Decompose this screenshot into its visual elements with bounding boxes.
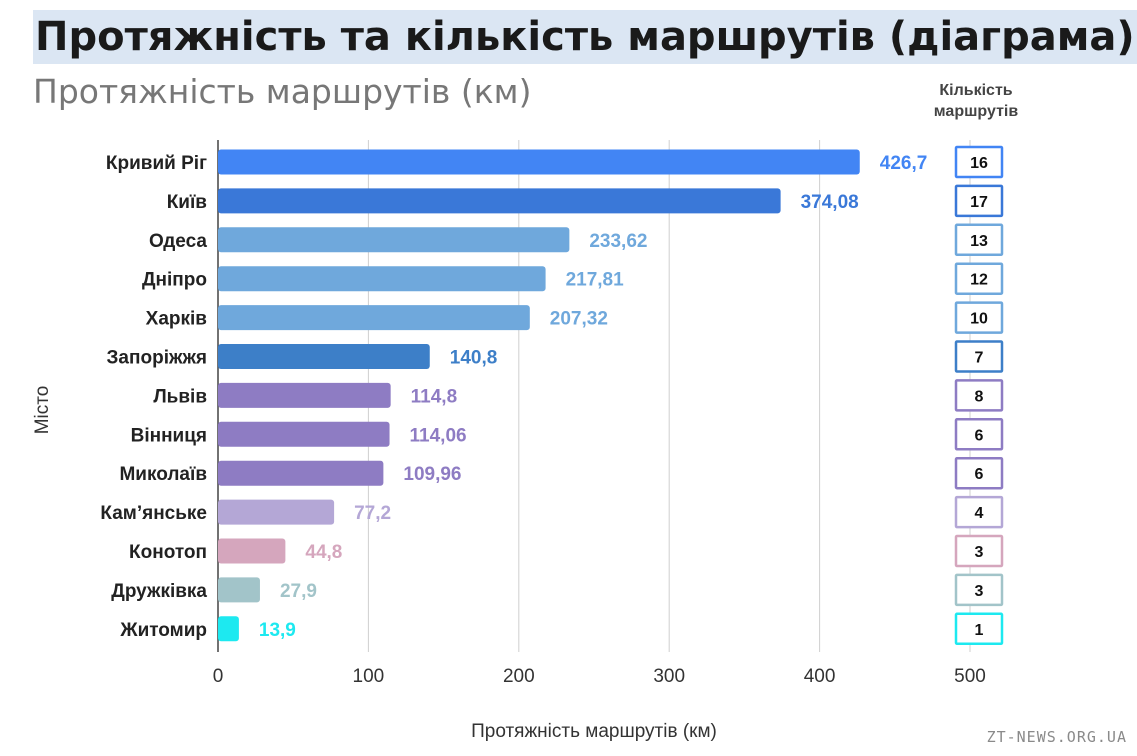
route-count-value: 4: [975, 505, 984, 522]
chart-subtitle: Протяжність маршрутів (км): [33, 72, 532, 111]
value-labels: 426,7 374,08 233,62 217,81 207,32 140,8 114,8 1…: [259, 153, 927, 641]
category-label: Одеса: [149, 231, 207, 252]
route-count-boxes: 16 17 13 12 10 7 8 6 6 4 3 3 1: [954, 145, 1004, 646]
category-label: Житомир: [119, 620, 207, 641]
bar: [218, 382, 391, 408]
category-label: Кам’янське: [100, 503, 207, 524]
route-count-value: 1: [975, 622, 984, 639]
value-label: 114,06: [410, 425, 467, 446]
bar: [218, 227, 570, 253]
bar: [218, 460, 384, 486]
route-count-box: [954, 301, 1004, 334]
route-count-value: 6: [975, 466, 984, 483]
route-count-box: [954, 495, 1004, 529]
bar: [218, 344, 430, 369]
x-tick-labels: 0 100 200 300 400 500: [213, 666, 986, 687]
x-tick-label: 100: [353, 666, 385, 687]
value-label: 13,9: [259, 620, 296, 641]
route-count-value: 13: [970, 233, 988, 250]
category-label: Кривий Ріг: [106, 153, 207, 174]
route-count-value: 7: [975, 350, 984, 367]
category-label: Дніпро: [142, 270, 207, 291]
route-count-box: [954, 262, 1004, 295]
route-count-value: 6: [975, 427, 984, 444]
category-label: Запоріжжя: [107, 348, 207, 369]
x-axis-title: Протяжність маршрутів (км): [471, 721, 717, 742]
value-label: 140,8: [450, 348, 498, 369]
bar: [218, 266, 546, 292]
category-label: Львів: [153, 386, 207, 407]
value-label: 109,96: [403, 464, 461, 485]
route-count-box: [954, 534, 1004, 568]
route-count-value: 12: [970, 272, 988, 289]
value-label: 217,81: [566, 270, 625, 291]
value-label: 374,08: [801, 192, 859, 213]
bar: [218, 577, 260, 603]
route-count-box: [954, 418, 1004, 451]
route-count-value: 10: [970, 311, 988, 328]
category-label: Миколаїв: [119, 464, 207, 485]
route-count-box: [954, 456, 1004, 490]
route-count-box: [954, 145, 1004, 179]
value-label: 27,9: [280, 581, 317, 602]
bar: [218, 616, 239, 642]
x-tick-label: 500: [954, 666, 986, 687]
route-count-box: [954, 340, 1004, 373]
bar: [218, 305, 530, 331]
bar: [218, 188, 781, 214]
bar: [218, 499, 335, 525]
value-label: 207,32: [550, 309, 608, 330]
x-tick-label: 0: [213, 666, 224, 687]
route-count-value: 3: [975, 544, 984, 561]
route-count-box: [954, 612, 1004, 646]
category-label: Харків: [146, 309, 207, 330]
route-count-value: 3: [975, 583, 984, 600]
route-count-box: [954, 573, 1004, 607]
category-label: Вінниця: [131, 425, 207, 446]
category-labels: Кривий Ріг Київ Одеса Дніпро Харків Запоріжжя…: [100, 153, 207, 641]
category-label: Київ: [167, 192, 207, 213]
x-tick-label: 200: [503, 666, 535, 687]
y-axis-title: Місто: [32, 386, 53, 435]
watermark: ZT-NEWS.ORG.UA: [986, 728, 1127, 746]
route-count-column-title: Кількість маршрутів: [933, 82, 1019, 120]
category-label: Конотоп: [129, 542, 207, 563]
bar: [218, 538, 286, 564]
value-label: 426,7: [880, 153, 928, 174]
bar: [218, 421, 390, 447]
bars: [218, 149, 860, 642]
value-label: 233,62: [589, 231, 647, 252]
x-tick-label: 300: [653, 666, 685, 687]
route-count-box: [954, 184, 1004, 218]
value-label: 77,2: [354, 503, 391, 524]
value-label: 44,8: [305, 542, 342, 563]
route-count-box: [954, 379, 1004, 412]
route-count-box: [954, 223, 1004, 257]
route-count-value: 17: [970, 194, 988, 211]
route-count-value: 16: [970, 155, 988, 172]
category-label: Дружківка: [111, 581, 207, 602]
route-count-value: 8: [975, 388, 984, 405]
value-label: 114,8: [411, 386, 458, 407]
page-headline: Протяжність та кількість маршрутів (діаг…: [33, 10, 1137, 64]
bar: [218, 149, 860, 175]
x-tick-label: 400: [804, 666, 836, 687]
